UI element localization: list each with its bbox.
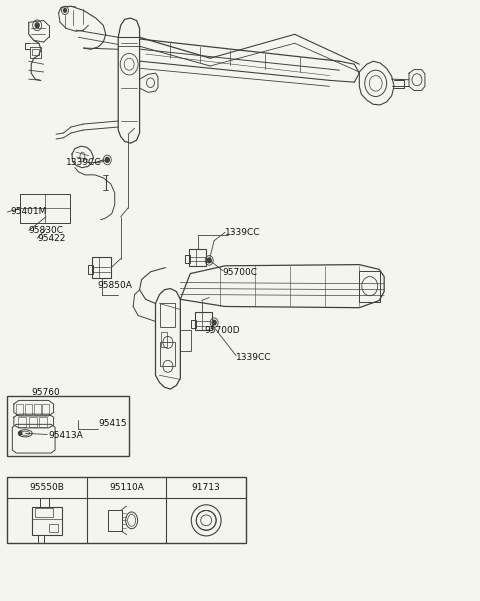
Text: 95850A: 95850A <box>97 281 132 290</box>
Bar <box>25 404 32 415</box>
Text: 1339CC: 1339CC <box>66 159 101 168</box>
Ellipse shape <box>196 510 216 530</box>
Text: 95422: 95422 <box>37 234 66 243</box>
Bar <box>161 332 168 347</box>
Circle shape <box>105 157 109 162</box>
Bar <box>42 404 49 415</box>
Bar <box>32 49 39 55</box>
Bar <box>49 524 58 532</box>
Text: 95700D: 95700D <box>204 326 240 335</box>
Text: 95413A: 95413A <box>48 431 84 440</box>
Text: 95830C: 95830C <box>29 226 64 235</box>
Bar <box>20 194 70 223</box>
Bar <box>39 417 47 427</box>
Bar <box>35 508 53 517</box>
Bar <box>38 535 44 543</box>
Text: 95110A: 95110A <box>109 483 144 492</box>
Text: 95550B: 95550B <box>30 483 65 492</box>
Text: 1339CC: 1339CC <box>225 228 261 237</box>
Circle shape <box>35 23 39 28</box>
Circle shape <box>63 8 67 12</box>
Bar <box>192 320 196 328</box>
Bar <box>185 255 190 263</box>
Bar <box>32 507 62 535</box>
Bar <box>160 304 175 328</box>
Bar <box>30 47 41 58</box>
Bar <box>360 270 380 302</box>
Circle shape <box>212 320 216 325</box>
Circle shape <box>19 432 22 435</box>
Bar <box>195 313 212 331</box>
Bar <box>40 498 48 507</box>
Text: 95415: 95415 <box>98 419 127 429</box>
Text: 91713: 91713 <box>192 483 221 492</box>
Text: 95760: 95760 <box>31 388 60 397</box>
Bar <box>7 396 129 456</box>
Bar <box>29 417 36 427</box>
Text: 95700C: 95700C <box>223 269 258 278</box>
Circle shape <box>207 258 211 263</box>
Text: 95401M: 95401M <box>11 207 47 216</box>
Bar <box>180 331 192 352</box>
Bar <box>92 257 111 278</box>
Bar <box>18 417 26 427</box>
Bar <box>88 264 93 274</box>
Bar <box>108 510 122 531</box>
Bar <box>16 404 23 415</box>
Bar <box>34 404 41 415</box>
Bar <box>160 343 175 366</box>
Text: 1339CC: 1339CC <box>236 353 272 362</box>
Bar <box>7 477 246 543</box>
Bar <box>189 249 206 266</box>
